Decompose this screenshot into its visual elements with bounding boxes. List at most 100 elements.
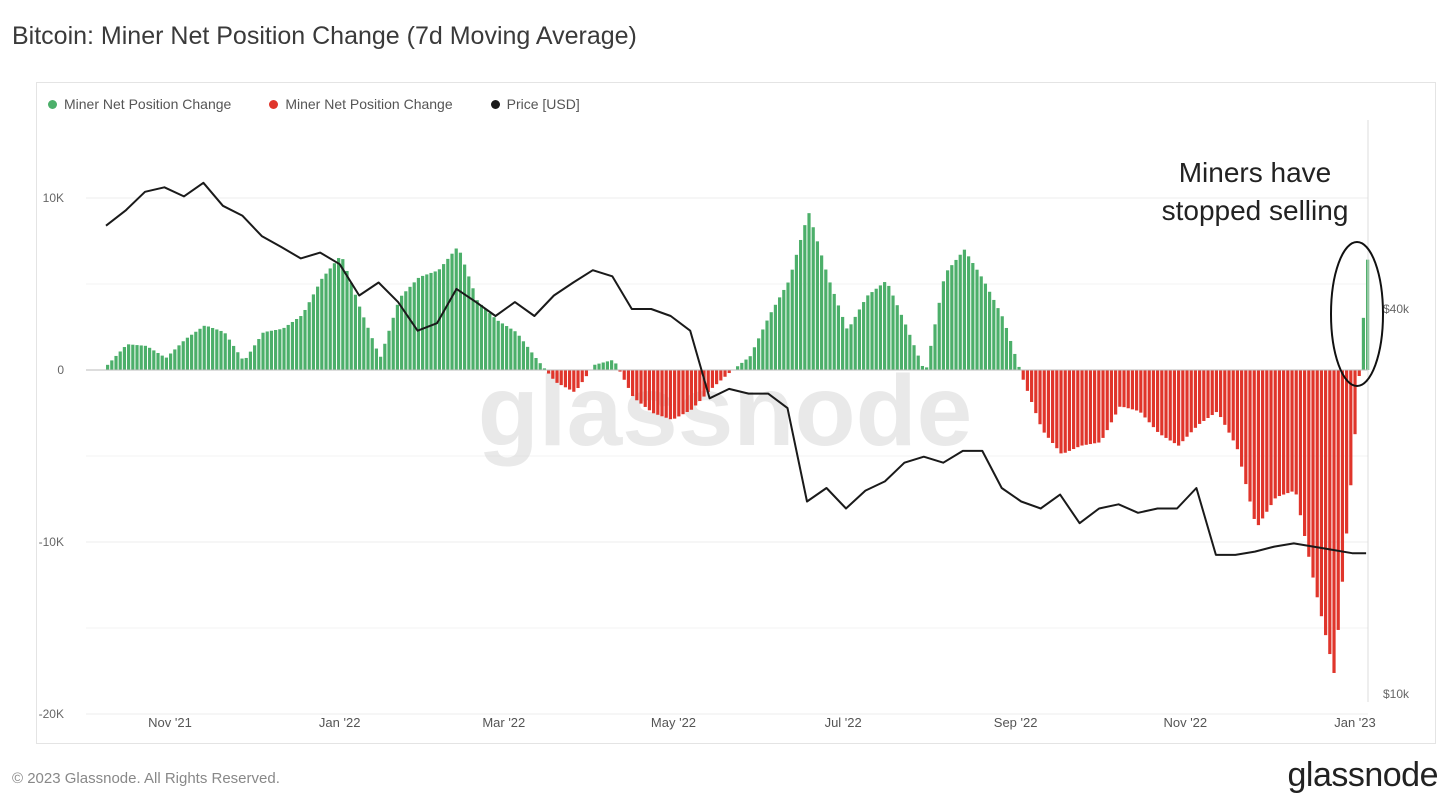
bar-positive <box>332 263 337 370</box>
annotation-line-2: stopped selling <box>1161 195 1349 226</box>
bar-positive <box>177 345 181 370</box>
bar-positive <box>752 347 757 370</box>
bar-positive <box>1013 353 1017 370</box>
bar-negative <box>1294 370 1298 495</box>
footer-copyright: © 2023 Glassnode. All Rights Reserved. <box>12 770 280 787</box>
bar-positive <box>962 249 967 370</box>
bar-positive <box>295 319 299 370</box>
bar-negative <box>715 370 719 385</box>
bar-negative <box>1109 370 1114 423</box>
bar-positive <box>458 252 463 370</box>
bar-positive <box>383 343 387 370</box>
bar-positive <box>740 362 744 370</box>
legend-label-positive: Miner Net Position Change <box>64 96 232 112</box>
bar-positive <box>593 364 597 370</box>
bar-positive <box>337 258 341 370</box>
bar-positive <box>920 365 925 370</box>
legend-item-positive[interactable]: Miner Net Position Change <box>48 96 231 112</box>
bar-positive <box>883 282 887 370</box>
bar-negative <box>1324 370 1328 636</box>
bar-positive <box>824 269 828 370</box>
bar-positive <box>463 264 467 370</box>
bar-negative <box>618 370 622 372</box>
bar-negative <box>1164 370 1168 438</box>
bar-positive <box>269 330 274 370</box>
bar-positive <box>895 305 899 370</box>
bar-positive <box>769 312 773 370</box>
bar-negative <box>1135 370 1139 411</box>
bar-positive <box>215 329 219 370</box>
bar-negative <box>1021 370 1025 380</box>
bar-positive <box>517 335 521 370</box>
bar-positive <box>387 330 391 370</box>
bar-negative <box>580 370 584 383</box>
bar-positive <box>1017 366 1021 370</box>
bar-positive <box>513 331 517 370</box>
bar-negative <box>689 370 694 410</box>
bar-positive <box>971 263 975 370</box>
bar-negative <box>1248 370 1252 502</box>
bar-negative <box>1143 370 1147 418</box>
bar-positive <box>605 361 610 370</box>
bar-positive <box>530 352 534 370</box>
bar-negative <box>1282 370 1286 495</box>
bar-negative <box>1315 370 1319 598</box>
bar-positive <box>908 334 912 370</box>
bar-negative <box>1269 370 1273 506</box>
bar-positive <box>790 269 794 370</box>
bar-positive <box>866 295 870 370</box>
bar-positive <box>500 323 505 370</box>
bar-negative <box>1353 370 1357 435</box>
bar-negative <box>694 370 698 406</box>
bar-positive <box>765 320 769 370</box>
bar-negative <box>1185 370 1189 437</box>
y-tick-label: 10K <box>43 191 64 205</box>
bar-negative <box>656 370 660 415</box>
bar-negative <box>1093 370 1097 444</box>
bar-positive <box>127 344 131 370</box>
bar-positive <box>836 305 841 370</box>
bar-positive <box>786 282 790 370</box>
bar-positive <box>857 309 862 370</box>
bar-negative <box>572 370 576 392</box>
bar-positive <box>303 309 307 370</box>
bar-positive <box>366 327 370 370</box>
bar-positive <box>979 276 983 370</box>
bar-positive <box>110 360 114 370</box>
bar-negative <box>1193 370 1198 428</box>
bar-positive <box>450 253 454 370</box>
bar-positive <box>1009 340 1013 370</box>
bar-positive <box>828 282 832 370</box>
bar-positive <box>803 225 807 370</box>
bar-positive <box>479 304 484 370</box>
bar-positive <box>870 292 874 370</box>
bar-negative <box>1286 370 1290 494</box>
bar-positive <box>601 362 605 370</box>
bar-negative <box>1256 370 1261 526</box>
bar-positive <box>290 321 295 370</box>
bar-positive <box>416 277 421 370</box>
bar-positive <box>916 355 920 370</box>
bar-positive <box>748 356 752 370</box>
bar-positive <box>206 326 211 370</box>
bar-negative <box>1151 370 1156 428</box>
bar-negative <box>1156 370 1160 432</box>
bar-negative <box>1139 370 1143 413</box>
bar-negative <box>1076 370 1080 448</box>
bar-positive <box>610 360 614 370</box>
bar-negative <box>1118 370 1122 407</box>
bar-positive <box>374 348 379 370</box>
bar-negative <box>1034 370 1038 414</box>
legend-item-price[interactable]: Price [USD] <box>490 96 580 112</box>
legend-item-negative[interactable]: Miner Net Position Change <box>269 96 453 112</box>
bar-positive <box>278 329 282 370</box>
bar-negative <box>1240 370 1244 467</box>
bar-negative <box>652 370 656 414</box>
bar-positive <box>736 366 740 370</box>
bar-positive <box>467 276 471 370</box>
bar-positive <box>887 285 891 370</box>
bar-negative <box>1030 370 1034 402</box>
bar-negative <box>1231 370 1235 441</box>
bar-positive <box>904 324 908 370</box>
